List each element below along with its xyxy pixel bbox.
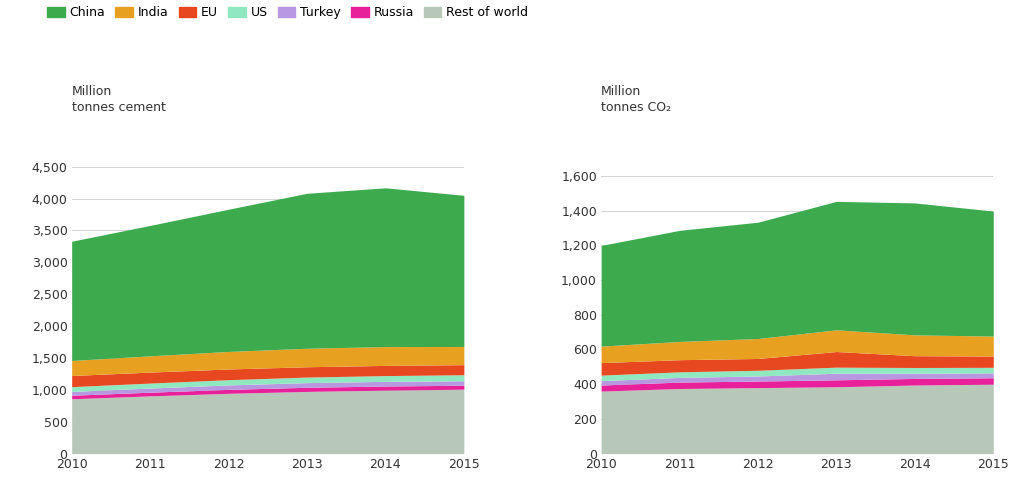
Text: Million
tonnes CO₂: Million tonnes CO₂: [601, 85, 672, 114]
Legend: China, India, EU, US, Turkey, Russia, Rest of world: China, India, EU, US, Turkey, Russia, Re…: [47, 6, 528, 19]
Text: Million
tonnes cement: Million tonnes cement: [72, 85, 166, 114]
